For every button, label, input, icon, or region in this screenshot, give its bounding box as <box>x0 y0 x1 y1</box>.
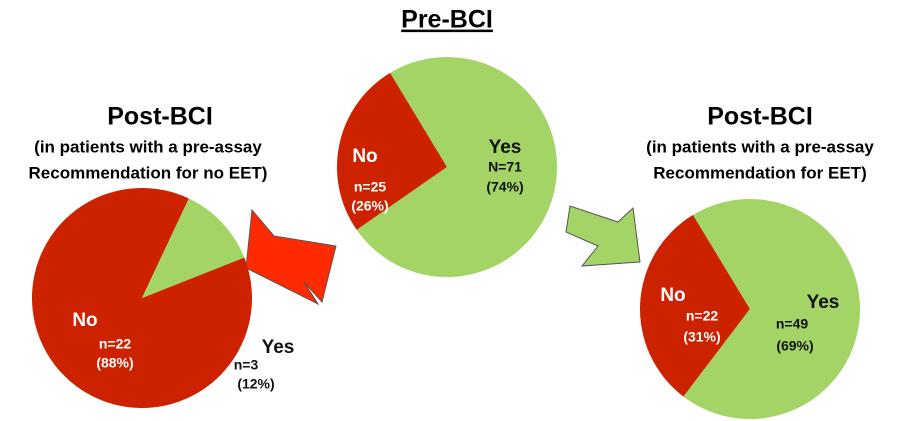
category-label: Yes <box>489 137 522 158</box>
chart-subtitle: Recommendation for no EET) <box>29 163 268 182</box>
percent-label: (26%) <box>351 198 388 214</box>
value-label: n=25 <box>354 179 387 195</box>
percent-label: (69%) <box>776 338 813 354</box>
value-label: N=71 <box>488 159 522 175</box>
category-label: Yes <box>807 292 840 313</box>
value-label: n=3 <box>234 357 259 373</box>
chart-subtitle: Recommendation for EET) <box>653 163 866 182</box>
value-label: n=22 <box>99 336 132 352</box>
category-label: No <box>660 285 685 306</box>
chart-subtitle: (in patients with a pre-assay <box>646 137 874 156</box>
pie-slice <box>640 214 750 397</box>
chart-title: Pre-BCI <box>401 6 493 34</box>
pie-slice <box>356 57 557 277</box>
percent-label: (12%) <box>237 376 274 392</box>
category-label: No <box>72 310 97 331</box>
chart-title: Post-BCI <box>107 103 213 131</box>
green-arrow <box>565 205 641 267</box>
percent-label: (74%) <box>486 179 523 195</box>
category-label: Yes <box>262 337 295 358</box>
red-arrow <box>245 208 337 306</box>
pie-slice <box>142 198 245 298</box>
category-label: No <box>352 146 377 167</box>
pie-slice <box>683 199 860 419</box>
pie-slice <box>336 72 447 230</box>
chart-subtitle: (in patients with a pre-assay <box>34 137 262 156</box>
percent-label: (31%) <box>683 329 720 345</box>
value-label: n=22 <box>686 308 719 324</box>
value-label: n=49 <box>776 316 809 332</box>
percent-label: (88%) <box>96 355 133 371</box>
chart-title: Post-BCI <box>707 103 813 131</box>
